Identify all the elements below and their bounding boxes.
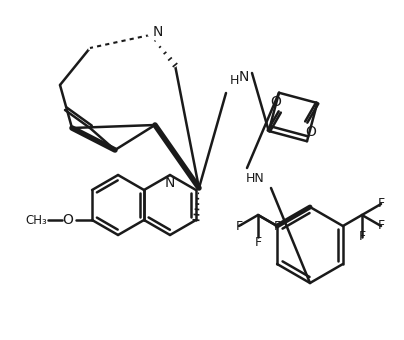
Text: N: N [153, 25, 163, 39]
Text: F: F [358, 231, 366, 243]
Text: F: F [377, 198, 385, 210]
Text: HN: HN [246, 171, 264, 185]
Text: F: F [255, 236, 262, 249]
Text: O: O [305, 125, 316, 139]
Text: O: O [63, 213, 74, 227]
Text: N: N [239, 70, 249, 84]
Text: F: F [377, 220, 385, 233]
Text: O: O [270, 95, 281, 109]
Text: F: F [236, 220, 242, 233]
Text: N: N [165, 176, 175, 190]
Text: F: F [274, 220, 281, 233]
Text: CH₃: CH₃ [25, 214, 47, 226]
Text: H: H [229, 73, 239, 86]
